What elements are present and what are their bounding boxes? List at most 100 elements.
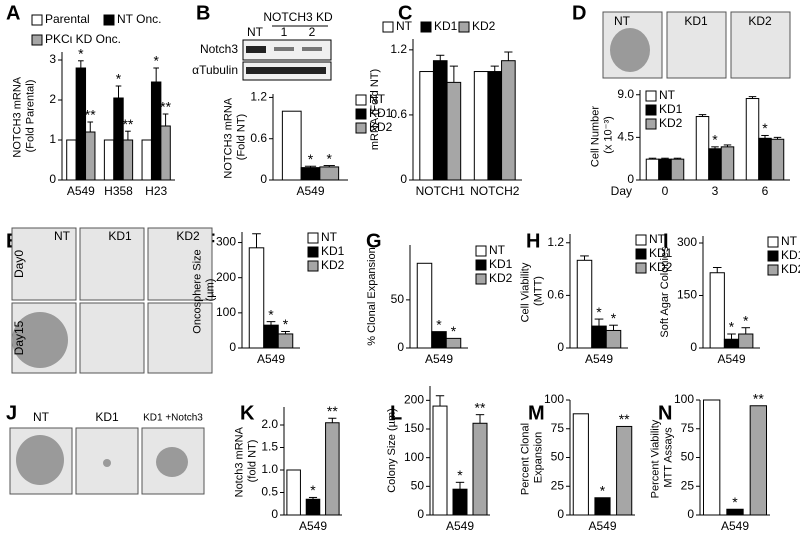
error-bar xyxy=(504,51,513,61)
x-tick-label: 3 xyxy=(712,184,719,198)
micrograph xyxy=(11,227,77,301)
blot-row-label: Notch3 xyxy=(200,42,238,56)
y-tick-label: 75 xyxy=(551,421,565,435)
panel-letter: K xyxy=(240,402,255,424)
y-tick-label: 50 xyxy=(681,450,695,464)
bar xyxy=(431,331,447,349)
error-bar xyxy=(436,54,445,61)
significance-star: ** xyxy=(475,399,486,415)
legend-swatch xyxy=(475,259,487,271)
legend-swatch xyxy=(31,34,43,46)
error-bar xyxy=(328,417,337,423)
y-tick-label: 1.2 xyxy=(390,42,407,56)
bar xyxy=(758,137,772,181)
significance-star: * xyxy=(436,316,442,332)
legend-label: KD2 xyxy=(649,260,673,274)
x-tick-label: A549 xyxy=(425,352,453,366)
y-tick-label: 200 xyxy=(404,393,424,407)
y-tick-label: 0 xyxy=(690,340,697,354)
significance-star: * xyxy=(732,494,738,510)
x-tick-label: 6 xyxy=(762,184,769,198)
x-tick-label: A549 xyxy=(67,184,95,198)
legend-label: KD1 xyxy=(659,102,683,116)
legend-label: NT xyxy=(321,230,338,244)
legend-label: NT xyxy=(781,234,798,248)
y-axis-label: Percent Clonal Expansion xyxy=(519,420,544,495)
panel-letter: A xyxy=(6,2,20,24)
x-tick-label: A549 xyxy=(257,352,285,366)
y-tick-label: 25 xyxy=(681,478,695,492)
error-bar xyxy=(449,65,458,83)
legend-swatch xyxy=(307,246,319,258)
error-bar xyxy=(115,85,122,98)
image-panel-d: NT KD1 KD2 xyxy=(602,11,791,79)
bar xyxy=(594,497,611,516)
bar xyxy=(277,333,294,349)
image-label: KD2 xyxy=(176,229,200,243)
bar xyxy=(708,148,722,181)
panel-letter: I xyxy=(663,230,669,252)
significance-star: * xyxy=(611,310,617,326)
legend-label: KD2 xyxy=(489,271,513,285)
error-bar xyxy=(266,321,276,326)
y-tick-label: 0.6 xyxy=(547,288,564,302)
y-tick-label: 50 xyxy=(391,292,405,306)
bar xyxy=(670,158,685,181)
y-tick-label: 300 xyxy=(677,235,697,249)
error-bar xyxy=(252,233,261,248)
legend-label: KD1 xyxy=(369,106,393,120)
panel-letter: M xyxy=(528,402,545,424)
error-bar xyxy=(609,324,618,331)
legend-label: KD1 xyxy=(434,19,458,33)
error-bar xyxy=(723,144,732,147)
legend-label: KD1 xyxy=(649,246,673,260)
bar xyxy=(745,98,760,181)
significance-star: * xyxy=(116,71,122,87)
legend-swatch xyxy=(767,236,779,248)
bar xyxy=(770,138,785,181)
y-tick-label: 1.0 xyxy=(261,462,278,476)
error-bar xyxy=(78,60,84,68)
significance-star: * xyxy=(596,304,602,320)
bar xyxy=(695,116,710,181)
legend-swatch xyxy=(307,232,319,244)
bar xyxy=(501,60,516,181)
significance-star: * xyxy=(268,306,274,322)
bar xyxy=(591,325,607,349)
legend-swatch xyxy=(635,234,647,246)
bar xyxy=(645,158,660,181)
y-tick-label: 0 xyxy=(229,340,236,354)
significance-star: * xyxy=(78,46,84,62)
y-tick-label: 25 xyxy=(551,478,565,492)
bar xyxy=(113,97,124,181)
blot-lane: NT xyxy=(247,25,264,39)
y-tick-label: 2.0 xyxy=(261,417,278,431)
image-label: Day15 xyxy=(12,320,26,355)
y-tick-label: 9.0 xyxy=(617,87,634,101)
legend-label: NT xyxy=(369,92,386,106)
x-axis-label: Day xyxy=(611,184,632,198)
bar xyxy=(452,488,468,516)
x-tick-label: A549 xyxy=(585,352,613,366)
panel-letter: J xyxy=(6,402,17,424)
bar xyxy=(472,422,488,516)
oncosphere xyxy=(156,447,188,477)
y-tick-label: 0 xyxy=(260,172,267,186)
significance-star: ** xyxy=(753,390,764,406)
blot-band xyxy=(246,46,266,53)
y-tick-label: 0 xyxy=(417,507,424,521)
legend-swatch xyxy=(767,264,779,276)
significance-star: * xyxy=(712,132,718,148)
significance-star: ** xyxy=(327,403,338,419)
legend-swatch xyxy=(355,108,367,120)
y-tick-label: 0 xyxy=(557,507,564,521)
y-tick-label: 0 xyxy=(400,172,407,186)
oncosphere xyxy=(610,28,650,72)
error-bar xyxy=(162,113,169,126)
y-tick-label: 0 xyxy=(557,340,564,354)
legend-swatch xyxy=(635,248,647,260)
image-label: NT xyxy=(54,229,71,243)
y-tick-label: 0.6 xyxy=(250,131,267,145)
bar xyxy=(248,247,265,349)
